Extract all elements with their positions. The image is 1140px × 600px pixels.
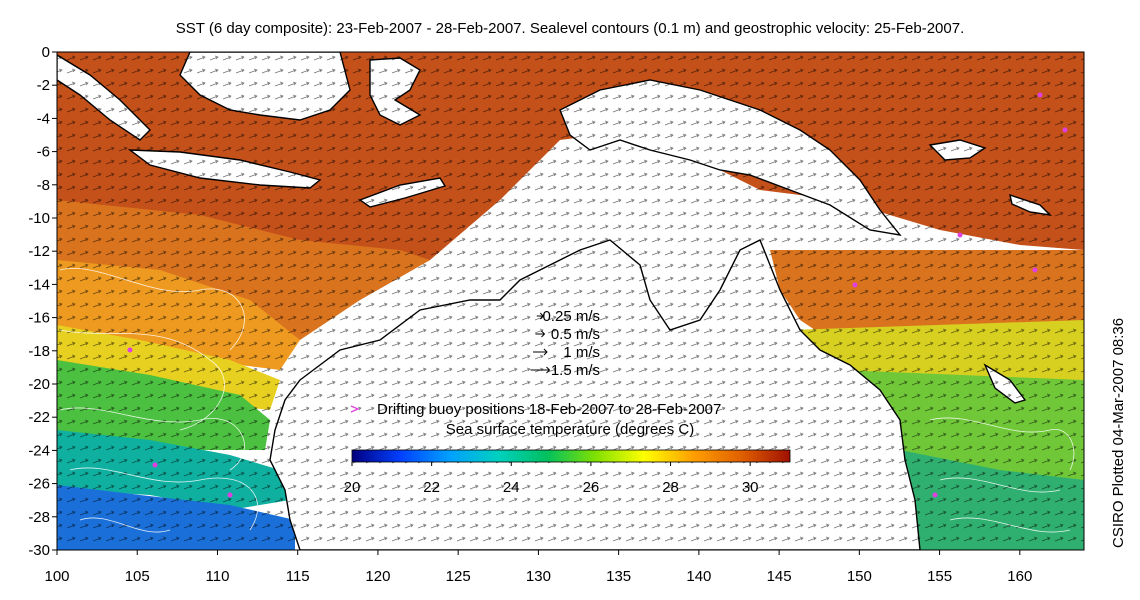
buoy-marker (227, 492, 233, 498)
colorbar-scale (351, 449, 791, 463)
x-tick-label: 110 (206, 568, 230, 585)
velocity-legend-label: 0.25 m/s (542, 308, 600, 325)
y-tick-label: -18 (28, 343, 50, 360)
sealevel-contours (59, 268, 1075, 533)
y-tick-label: -20 (28, 376, 50, 393)
geostrophic-velocity-vectors (57, 52, 1084, 550)
x-tick-label: 140 (686, 568, 711, 585)
colorbar-tick-label: 22 (423, 479, 440, 496)
velocity-legend-arrow (536, 312, 544, 320)
x-tick-label: 120 (365, 568, 390, 585)
y-tick-label: -30 (28, 542, 50, 559)
velocity-legend-arrow (530, 366, 551, 374)
colorbar-tick-label: 24 (503, 479, 520, 496)
y-tick-label: -16 (28, 310, 50, 327)
buoy-marker (932, 492, 938, 498)
map-area (57, 52, 1084, 550)
velocity-legend-label: 1.5 m/s (551, 362, 600, 379)
buoy-legend-label: Drifting buoy positions 18-Feb-2007 to 2… (377, 401, 721, 418)
contour-line (939, 477, 1061, 493)
x-tick-label: 130 (526, 568, 551, 585)
buoy-legend: Drifting buoy positions 18-Feb-2007 to 2… (350, 401, 721, 418)
contour-line (59, 407, 245, 471)
contour-line (949, 517, 1071, 533)
y-axis: 0 -2 -4 -6 -8 -10 -12 -14 -16 -18 -20 -22 -24 -26 -28 -… (28, 44, 57, 559)
contour-line (929, 417, 1075, 471)
x-tick-label: 125 (446, 568, 471, 585)
y-tick-label: -28 (28, 509, 50, 526)
contour-line (79, 517, 171, 533)
colorbar-title: Sea surface temperature (degrees C) (446, 421, 694, 438)
y-tick-label: -12 (28, 243, 50, 260)
credit-label: CSIRO Plotted 04-Mar-2007 08:36 (1110, 317, 1127, 548)
buoy-marker (127, 347, 133, 353)
colorbar-tick-label: 26 (583, 479, 600, 496)
y-tick-label: -4 (37, 110, 50, 127)
colorbar-tick-label: 28 (662, 479, 679, 496)
y-tick-label: -22 (28, 409, 50, 426)
y-tick-label: -2 (37, 77, 50, 94)
x-axis: 100 105 110 115 120 125 130 135 140 145 150 155 160 (44, 550, 1032, 585)
y-tick-label: 0 (42, 44, 50, 61)
map-title: SST (6 day composite): 23-Feb-2007 - 28-… (175, 20, 965, 37)
buoy-legend-marker (350, 405, 360, 413)
y-tick-label: -24 (28, 442, 50, 459)
x-tick-label: 155 (927, 568, 952, 585)
buoy-marker (1062, 127, 1068, 133)
velocity-legend-label: 1 m/s (563, 344, 600, 361)
buoy-marker (1037, 92, 1043, 98)
colorbar-tick-label: 20 (344, 479, 361, 496)
x-tick-label: 105 (125, 568, 150, 585)
sst-colorbar: Sea surface temperature (degrees C) 20 22… (344, 421, 791, 496)
velocity-legend: 0.25 m/s0.5 m/s1 m/s1.5 m/s (530, 308, 600, 379)
x-tick-label: 160 (1007, 568, 1032, 585)
y-tick-label: -10 (28, 210, 50, 227)
velocity-legend-arrow (535, 330, 546, 338)
colorbar-ticks: 20 22 24 26 28 30 (344, 462, 759, 496)
drifting-buoy-positions (127, 92, 1068, 498)
buoy-marker (1032, 267, 1038, 273)
buoy-marker (957, 232, 963, 238)
x-tick-label: 135 (606, 568, 631, 585)
y-tick-label: -26 (28, 476, 50, 493)
y-tick-label: -8 (37, 177, 50, 194)
y-tick-label: -6 (37, 144, 50, 161)
x-tick-label: 100 (44, 568, 69, 585)
velocity-legend-arrow (533, 348, 548, 356)
buoy-marker (152, 462, 158, 468)
buoy-marker (852, 282, 858, 288)
x-tick-label: 115 (286, 568, 310, 585)
contour-line (59, 268, 245, 351)
x-tick-label: 145 (767, 568, 792, 585)
contour-line (59, 329, 225, 431)
velocity-legend-label: 0.5 m/s (551, 326, 600, 343)
colorbar-tick-label: 30 (742, 479, 759, 496)
y-tick-label: -14 (28, 276, 50, 293)
map-frame (56, 51, 1085, 551)
x-tick-label: 150 (847, 568, 872, 585)
contour-line (69, 467, 259, 531)
